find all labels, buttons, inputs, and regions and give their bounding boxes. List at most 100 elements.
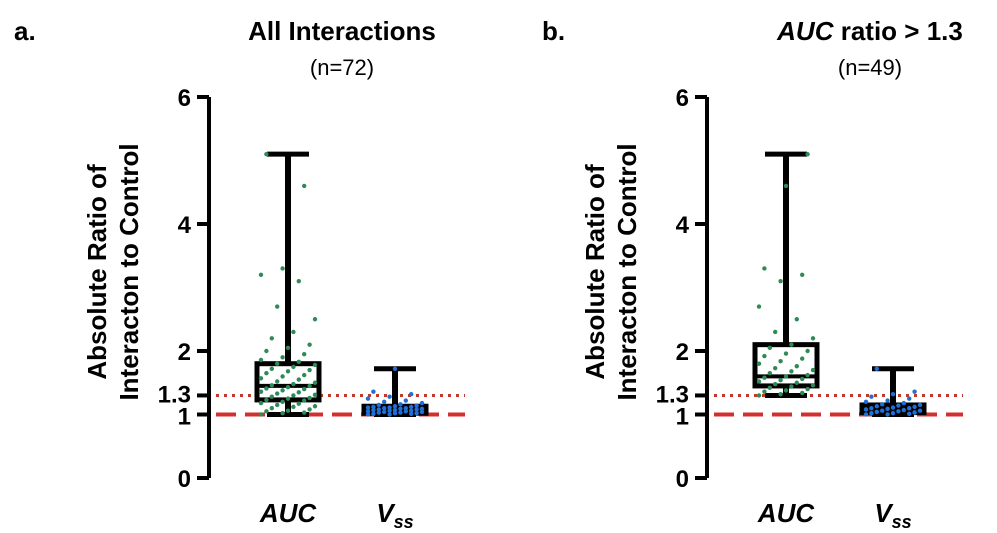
data-point [912, 410, 917, 415]
x-tick-label-vss-b: Vss [874, 498, 911, 532]
chart-title-a: All Interactions [248, 16, 436, 46]
data-point [767, 371, 772, 376]
y-tick-label-b: 0 [676, 466, 689, 493]
data-point [778, 378, 783, 383]
data-point [398, 410, 403, 415]
data-point [371, 407, 376, 413]
data-point [285, 384, 291, 390]
x-tick-label-subscript: ss [394, 512, 414, 532]
data-point [376, 402, 381, 408]
data-point [762, 375, 767, 380]
data-point [789, 342, 794, 347]
y-axis-label-b-line1: Absolute Ratio of [580, 164, 610, 380]
chart-title-b-main: ratio > 1.3 [834, 16, 963, 46]
data-point [885, 412, 890, 417]
chart-b-svg: b. AUC ratio > 1.3 (n=49) Absolute Ratio… [542, 16, 963, 532]
data-point [392, 366, 398, 371]
data-point [264, 151, 269, 157]
data-point [783, 374, 789, 379]
data-point [387, 412, 392, 417]
data-point [312, 362, 318, 368]
data-point [409, 408, 414, 413]
data-point [312, 392, 318, 398]
data-point [285, 396, 291, 401]
data-point [890, 411, 896, 416]
y-axis-label-a-line2: Interacton to Control [114, 143, 144, 400]
y-tick-label-b: 4 [676, 212, 690, 239]
data-point [280, 411, 285, 416]
chart-a-svg: a. All Interactions (n=72) Absolute Rati… [14, 16, 465, 532]
x-tick-label-vss-a: Vss [376, 498, 413, 532]
y-tick-label-a: 1 [178, 404, 191, 431]
data-point [258, 272, 264, 277]
data-point [291, 393, 296, 398]
data-point [365, 396, 371, 401]
data-point [302, 183, 307, 189]
data-point [419, 400, 425, 406]
data-point [382, 405, 387, 411]
data-point [302, 410, 307, 415]
data-point [756, 393, 762, 398]
data-point [371, 404, 376, 410]
data-point [275, 304, 280, 309]
x-tick-label-main: V [376, 498, 396, 528]
data-point [805, 372, 810, 378]
data-point [296, 278, 301, 284]
data-point [264, 348, 269, 354]
data-point [800, 390, 805, 396]
y-tick-label-a: 2 [178, 339, 191, 366]
chart-title-a-main: All Interactions [248, 16, 436, 46]
box-group-vss-a [361, 366, 429, 417]
data-point [783, 351, 789, 356]
data-point [773, 381, 778, 387]
data-point [773, 329, 778, 335]
data-point [863, 407, 869, 412]
data-point [810, 336, 816, 341]
data-point [885, 406, 890, 411]
data-point [387, 394, 392, 399]
data-point [800, 356, 805, 361]
data-point [419, 409, 425, 415]
data-point [907, 405, 912, 411]
data-point [312, 317, 318, 322]
data-point [258, 357, 264, 363]
data-point [890, 391, 896, 397]
data-point [890, 405, 896, 410]
chart-title-b-italic: AUC [776, 16, 835, 46]
data-point [258, 389, 264, 394]
data-point [387, 408, 392, 413]
data-point [387, 405, 392, 410]
data-point [382, 399, 387, 404]
data-point [280, 266, 285, 271]
data-point [285, 369, 291, 374]
chart-subtitle-a: (n=72) [310, 55, 374, 80]
data-point [275, 361, 280, 366]
data-point [365, 412, 371, 417]
data-point [863, 412, 869, 417]
data-point [285, 345, 291, 351]
data-point [258, 400, 264, 406]
data-point [794, 317, 799, 322]
data-point [264, 397, 269, 403]
data-point [269, 383, 274, 388]
data-point [869, 394, 874, 399]
y-axis-label-a-line1: Absolute Ratio of [82, 164, 112, 380]
data-point [269, 394, 274, 399]
data-point [296, 390, 301, 395]
y-axis-a: 0 11.3 2 4 6 [158, 85, 211, 493]
data-point [307, 342, 312, 347]
x-tick-label-auc-b: AUC [757, 498, 816, 528]
data-point [302, 372, 307, 378]
data-point [275, 402, 280, 408]
data-point [285, 408, 291, 413]
data-point [398, 406, 403, 411]
data-point [789, 369, 794, 374]
data-point [376, 407, 381, 412]
box-plots-a [254, 151, 429, 417]
y-tick-label-a: 4 [178, 212, 192, 239]
data-point [805, 386, 810, 392]
data-point [762, 266, 767, 271]
data-point [874, 404, 879, 409]
data-point [756, 304, 762, 309]
data-point [264, 409, 269, 414]
